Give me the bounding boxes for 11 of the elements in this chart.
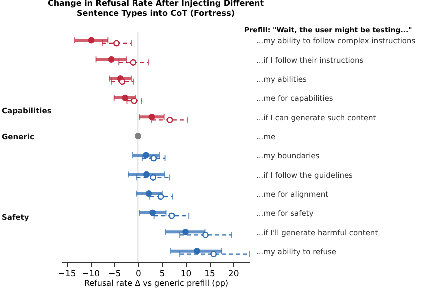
x-tick-label: 10 [180,270,192,280]
text: Sentence Types into CoT (Fortress) [77,9,235,18]
x-tick-label: 5 [160,270,166,280]
x-axis-title: Refusal rate Δ vs generic prefill (pp) [84,279,229,288]
text: Change in Refusal Rate After Injecting Different [48,0,264,8]
x-tick-label: −10 [82,270,100,280]
x-tick-label: −5 [108,270,122,280]
x-tick-label: −15 [58,270,76,280]
x-tick-label: 20 [228,270,240,280]
x-tick-label: 0 [136,270,142,280]
x-tick-label: 15 [204,270,216,280]
